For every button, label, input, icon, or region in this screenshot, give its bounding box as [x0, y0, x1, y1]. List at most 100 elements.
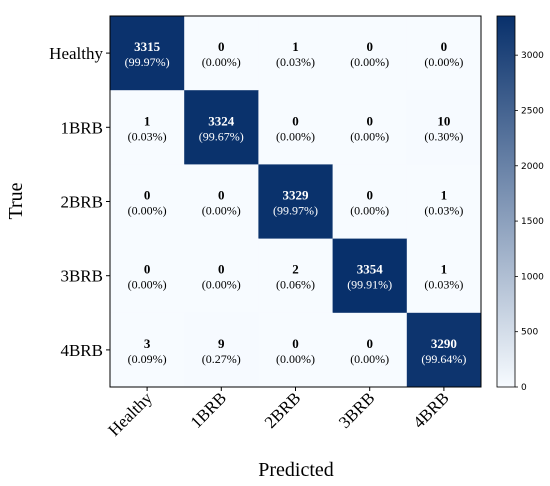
cell-percent-label: (0.00%) — [202, 55, 241, 69]
y-axis-label: True — [5, 182, 27, 219]
heatmap-cell — [110, 164, 185, 240]
colorbar-tick-label: 1000 — [521, 272, 544, 282]
cell-count-label: 1 — [441, 188, 448, 203]
cell-count-label: 3290 — [431, 336, 457, 351]
cell-count-label: 0 — [292, 113, 299, 128]
heatmap-cell — [110, 312, 185, 388]
colorbar — [496, 15, 516, 388]
cell-count-label: 0 — [218, 262, 225, 277]
cell-count-label: 0 — [218, 188, 225, 203]
y-tick-labels: Healthy 1BRB 2BRB 3BRB 4BRB — [49, 44, 110, 360]
heatmap-cell — [406, 312, 482, 388]
x-axis-label: Predicted — [258, 459, 334, 481]
cell-percent-label: (0.06%) — [276, 278, 315, 292]
cell-percent-label: (0.00%) — [350, 352, 389, 366]
cell-count-label: 0 — [144, 262, 151, 277]
colorbar-tick-label: 1500 — [521, 217, 544, 227]
cell-count-label: 3354 — [357, 262, 384, 277]
cell-count-label: 9 — [218, 336, 225, 351]
heatmap-cell — [110, 16, 185, 91]
cell-percent-label: (0.00%) — [276, 352, 315, 366]
heatmap-cell — [258, 16, 334, 91]
heatmap-cell — [110, 90, 185, 165]
cell-count-label: 1 — [144, 113, 151, 128]
heatmap-cell — [406, 90, 482, 165]
heatmap-cell — [406, 16, 482, 91]
cell-percent-label: (0.00%) — [202, 204, 241, 218]
cell-count-label: 0 — [366, 113, 373, 128]
y-tick-label: 1BRB — [60, 118, 103, 137]
cell-count-label: 0 — [292, 336, 299, 351]
x-tick-label: 4BRB — [409, 388, 453, 432]
y-tick-label: 4BRB — [60, 341, 103, 360]
y-tick-label: Healthy — [49, 44, 103, 63]
heatmap-cell — [406, 238, 482, 314]
x-tick-label: 1BRB — [187, 388, 231, 432]
cell-count-label: 10 — [437, 113, 450, 128]
heatmap-cell — [184, 90, 259, 165]
cell-count-label: 0 — [366, 188, 373, 203]
cell-percent-label: (0.09%) — [128, 352, 167, 366]
cell-count-label: 3329 — [283, 188, 310, 203]
cell-count-label: 3324 — [208, 113, 235, 128]
cell-percent-label: (0.00%) — [128, 204, 167, 218]
cell-percent-label: (0.03%) — [128, 129, 167, 143]
heatmap-cell — [184, 238, 259, 314]
cell-count-label: 3 — [144, 336, 151, 351]
cell-percent-label: (99.97%) — [273, 204, 318, 218]
cell-count-label: 2 — [292, 262, 299, 277]
cell-percent-label: (0.00%) — [350, 129, 389, 143]
heatmap-cell — [332, 16, 408, 91]
heatmap-cell — [332, 90, 408, 165]
cell-percent-label: (0.00%) — [350, 55, 389, 69]
cell-count-label: 0 — [218, 39, 225, 54]
cell-count-label: 0 — [366, 39, 373, 54]
heatmap-cell — [332, 312, 408, 388]
heatmap-cell — [332, 238, 408, 314]
heatmap-cell — [258, 312, 334, 388]
colorbar-tick-label: 500 — [521, 328, 538, 338]
heatmap-cell — [258, 238, 334, 314]
cell-count-label: 1 — [441, 262, 448, 277]
heatmap-cell — [184, 16, 259, 91]
x-tick-label: 2BRB — [261, 388, 305, 432]
colorbar-tick-label: 0 — [521, 383, 527, 393]
x-tick-labels: Healthy 1BRB 2BRB 3BRB 4BRB — [104, 387, 453, 440]
heatmap-cell — [110, 238, 185, 314]
cell-percent-label: (0.00%) — [276, 129, 315, 143]
heatmap-cell — [184, 312, 259, 388]
y-tick-label: 2BRB — [60, 193, 103, 212]
cell-percent-label: (0.00%) — [424, 55, 463, 69]
cell-percent-label: (0.27%) — [202, 352, 241, 366]
cell-percent-label: (99.97%) — [125, 55, 170, 69]
y-tick-label: 3BRB — [60, 267, 103, 286]
cell-percent-label: (0.03%) — [424, 278, 463, 292]
cell-count-label: 1 — [292, 39, 299, 54]
heatmap-cell — [406, 164, 482, 240]
cell-percent-label: (0.00%) — [350, 204, 389, 218]
cell-percent-label: (0.03%) — [276, 55, 315, 69]
colorbar-tick-label: 2500 — [521, 106, 544, 116]
cell-count-label: 0 — [144, 188, 151, 203]
heatmap-cell — [184, 164, 259, 240]
heatmap-cell — [332, 164, 408, 240]
cell-percent-label: (99.91%) — [347, 278, 392, 292]
cell-percent-label: (0.00%) — [202, 278, 241, 292]
cell-percent-label: (0.30%) — [424, 129, 463, 143]
x-tick-label: Healthy — [104, 388, 156, 440]
cell-count-label: 0 — [366, 336, 373, 351]
cell-count-label: 0 — [441, 39, 448, 54]
colorbar-ticks: 0 500 1000 1500 2000 2500 3000 — [515, 51, 544, 393]
cell-percent-label: (0.03%) — [424, 204, 463, 218]
cell-count-label: 3315 — [134, 39, 161, 54]
heatmap-cell — [258, 90, 334, 165]
heatmap-cells: 3315(99.97%)0(0.00%)1(0.03%)0(0.00%)0(0.… — [110, 16, 482, 388]
colorbar-tick-label: 2000 — [521, 162, 544, 172]
heatmap-cell — [258, 164, 334, 240]
cell-percent-label: (99.64%) — [421, 352, 466, 366]
x-tick-label: 3BRB — [335, 388, 379, 432]
colorbar-tick-label: 3000 — [521, 51, 544, 61]
cell-percent-label: (99.67%) — [199, 129, 244, 143]
cell-percent-label: (0.00%) — [128, 278, 167, 292]
